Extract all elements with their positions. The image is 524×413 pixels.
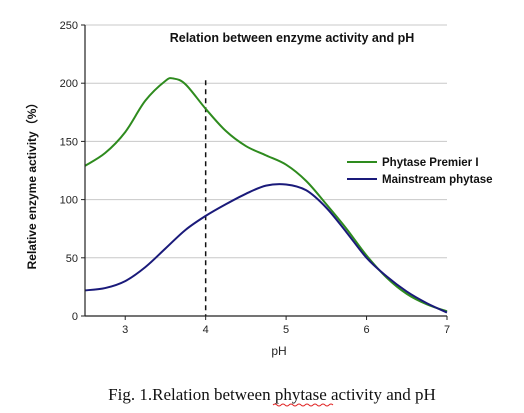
axes	[81, 24, 448, 320]
y-tick-label: 100	[60, 195, 78, 207]
spellcheck-underline	[272, 403, 334, 407]
legend: Phytase Premier I Mainstream phytase	[347, 157, 493, 186]
series-line-mainstream-phytase	[84, 183, 448, 314]
x-tick-label: 3	[122, 324, 128, 336]
y-tick-label: 50	[66, 253, 78, 265]
x-tick-label: 7	[444, 324, 450, 336]
x-tick-label: 6	[363, 324, 369, 336]
legend-label: Phytase Premier I	[382, 157, 479, 169]
x-tick-label: 4	[203, 324, 209, 336]
y-tick-label: 250	[60, 20, 78, 32]
y-tick-label: 200	[60, 78, 78, 90]
y-axis-label: Relative enzyme activity（%）	[24, 97, 39, 270]
x-axis-label: pH	[271, 344, 286, 358]
plot-area: 0 50 100 150 200 250 3 4 5 6 7	[60, 20, 450, 336]
legend-label: Mainstream phytase	[382, 174, 493, 186]
gridlines	[85, 24, 447, 259]
x-tick-label: 5	[283, 324, 289, 336]
figure-caption: Fig. 1.Relation between phytase activity…	[108, 385, 436, 404]
chart-title: Relation between enzyme activity and pH	[170, 31, 415, 45]
series-layer	[84, 77, 448, 314]
tick-labels: 0 50 100 150 200 250 3 4 5 6 7	[60, 20, 450, 336]
y-tick-label: 150	[60, 136, 78, 148]
y-tick-label: 0	[72, 311, 78, 323]
